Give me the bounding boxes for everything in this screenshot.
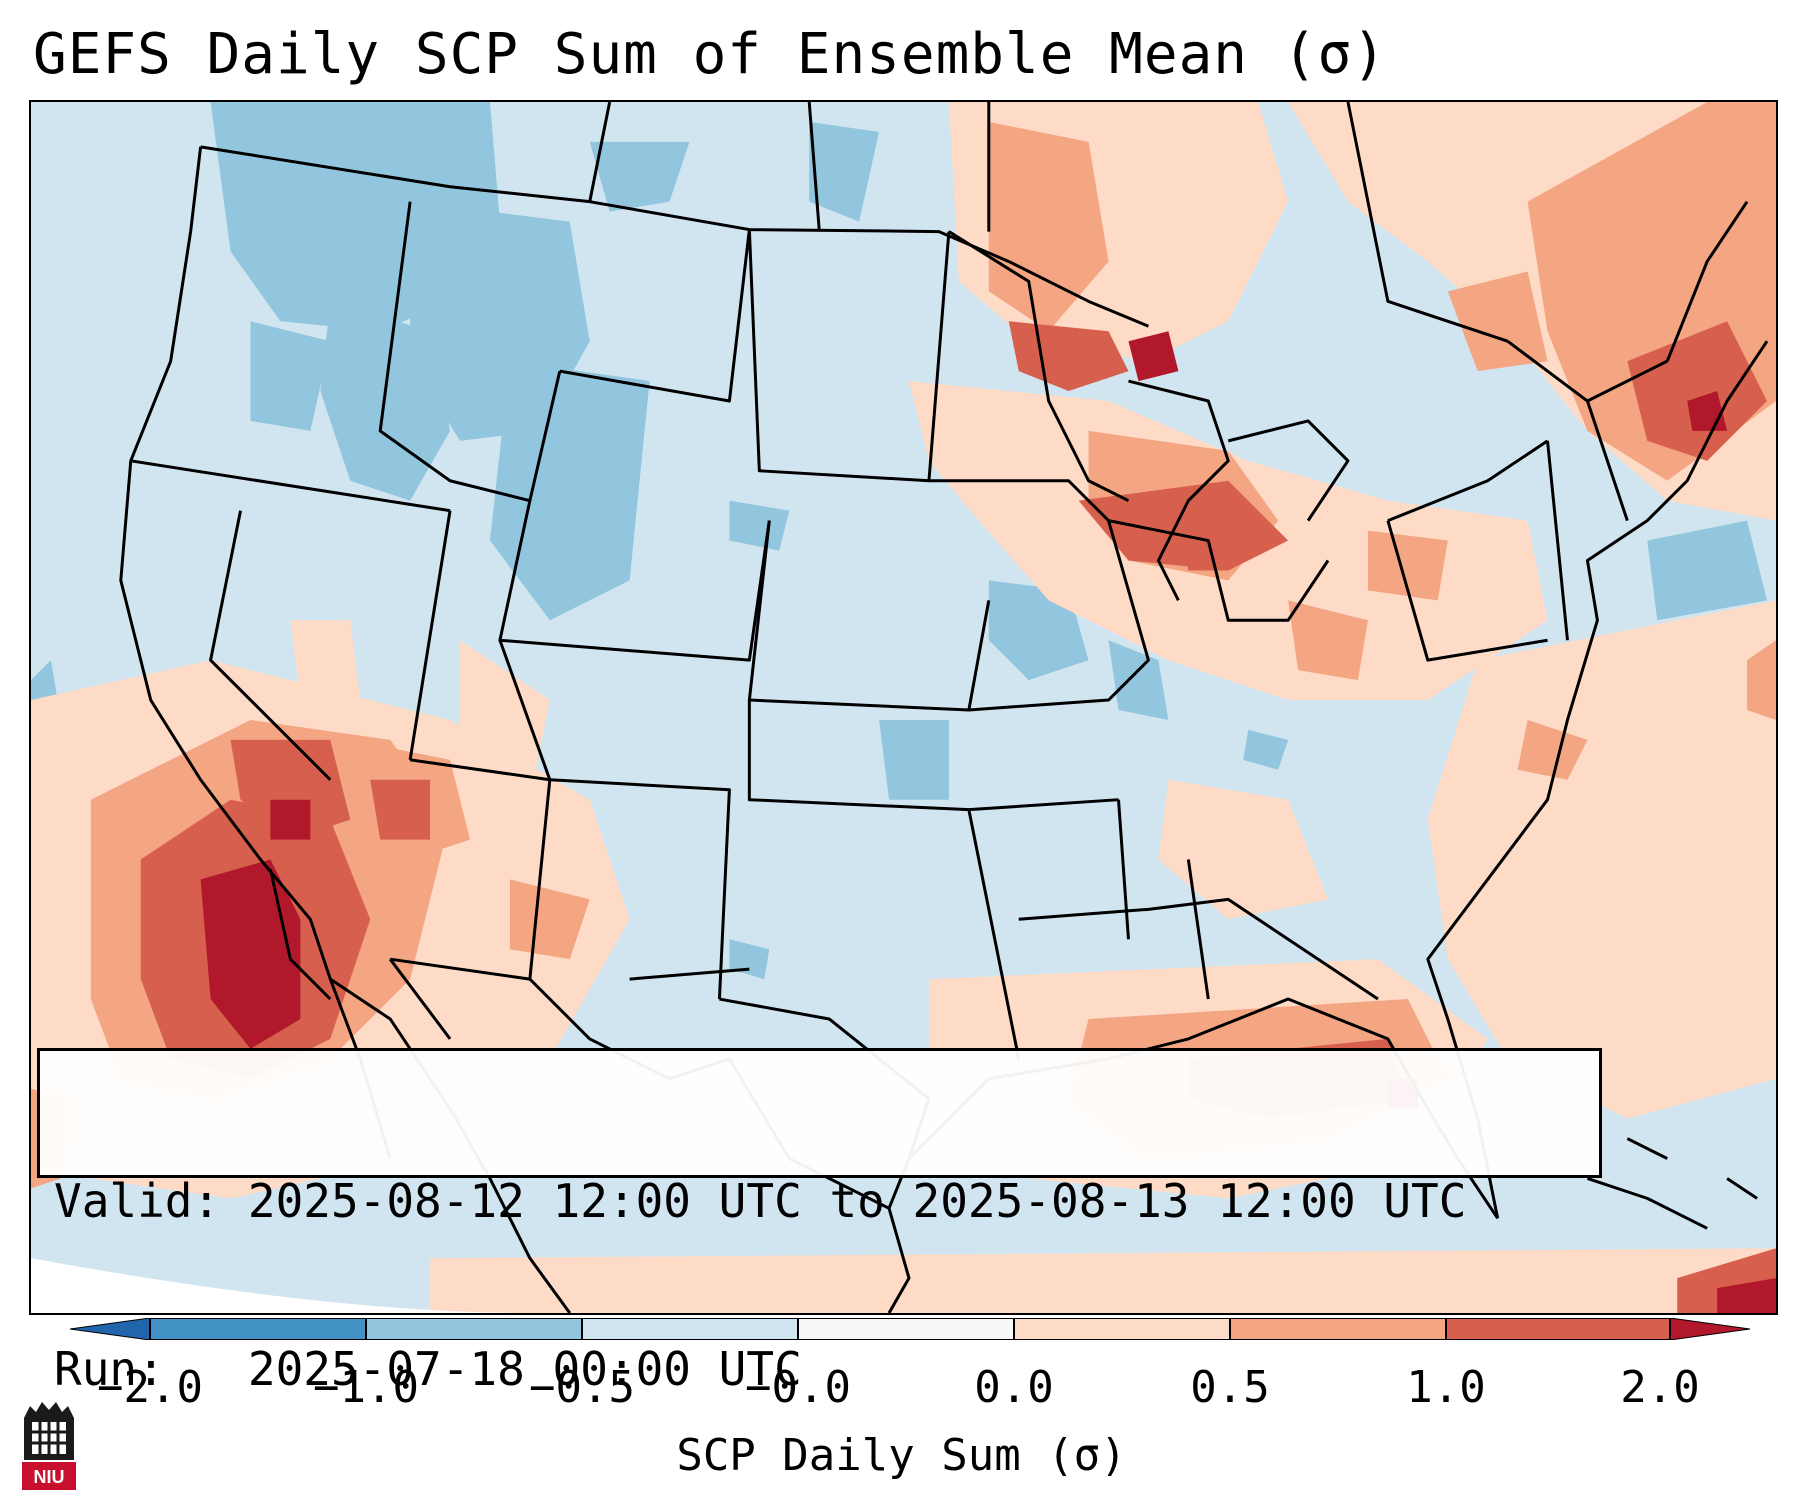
colorbar-label: SCP Daily Sum (σ) [676,1430,1127,1481]
southwest-states [389,639,731,1000]
atlantic-coastline [1426,340,1769,1219]
us-canada-border [200,145,1150,328]
mountain-states [378,201,771,662]
colorbar-segment-5 [1014,1318,1230,1340]
run-label: Run: [54,1342,165,1396]
tick-label-8: 2.0 [1620,1362,1700,1413]
canada-provinces [588,102,1509,343]
run-line: Run: 2025-07-18 00:00 UTC [54,1341,1585,1397]
caribbean-islands [1586,1137,1758,1230]
tick-label-5: 0.0 [974,1362,1054,1413]
valid-value: 2025-08-12 12:00 UTC to 2025-08-13 12:00… [247,1174,1467,1228]
pacific-coastline [119,146,392,1159]
great-lakes [1128,379,1549,602]
colorbar-segment-3 [582,1318,798,1340]
colorbar [70,1318,1750,1340]
midwest-states [928,230,1330,712]
validity-info-box: Valid: 2025-08-12 12:00 UTC to 2025-08-1… [37,1048,1602,1396]
political-boundaries [119,102,1769,1313]
tick-label-4: −0.0 [745,1362,851,1413]
run-value: 2025-07-18 00:00 UTC [247,1342,802,1396]
niu-logo: NIU [22,1402,76,1490]
valid-label: Valid: [54,1174,221,1228]
colorbar-segment-2 [366,1318,582,1340]
colorbar-ticks [149,1318,1671,1340]
tick-label-3: −0.5 [529,1362,635,1413]
map-domain-edge [31,1258,530,1313]
colorbar-extend-high [1669,1318,1750,1340]
southern-states [968,798,1379,1001]
tick-label-7: 1.0 [1406,1362,1486,1413]
colorbar-tick-labels: −2.0 −1.0 −0.5 −0.0 0.0 0.5 1.0 2.0 [0,1362,1803,1422]
colorbar-segment-4 [798,1318,1014,1340]
valid-line: Valid: 2025-08-12 12:00 UTC to 2025-08-1… [54,1173,1585,1229]
colorbar-segment-6 [1230,1318,1446,1340]
colorbar-segment-1 [150,1318,366,1340]
tick-label-2: −1.0 [313,1362,419,1413]
tick-label-6: 0.5 [1190,1362,1270,1413]
west-coast-states [130,459,452,781]
map-title: GEFS Daily SCP Sum of Ensemble Mean (σ) [33,22,1387,87]
northeast-states [1386,200,1749,662]
colorbar-extend-low [70,1318,151,1340]
tick-label-1: −2.0 [97,1362,203,1413]
svg-text:NIU: NIU [34,1467,65,1487]
negative-anomaly-field [31,102,1768,980]
colorbar-segment-7 [1446,1318,1670,1340]
